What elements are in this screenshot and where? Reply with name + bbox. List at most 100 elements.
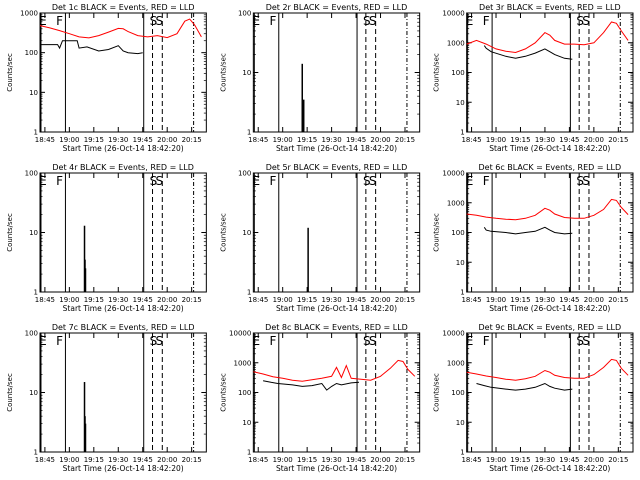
event-marker-label: S bbox=[363, 14, 371, 28]
x-tick-label: 19:30 bbox=[322, 136, 342, 144]
events-series-line bbox=[476, 382, 573, 391]
detector-panel: Det 6c BLACK = Events, RED = LLD 1 10 100 10… bbox=[433, 163, 634, 313]
event-marker-label: E bbox=[252, 174, 260, 188]
event-marker-label: S bbox=[150, 14, 158, 28]
x-tick-label: 19:00 bbox=[59, 136, 79, 144]
panel-title: Det 3r BLACK = Events, RED = LLD bbox=[479, 3, 621, 12]
y-tick-label: 100 bbox=[238, 10, 251, 18]
panel-title: Det 2r BLACK = Events, RED = LLD bbox=[266, 3, 408, 12]
x-tick-label: 18:45 bbox=[248, 456, 268, 464]
x-axis-label: Start Time (26-Oct-14 18:42:20) bbox=[63, 304, 184, 313]
event-marker-label: E bbox=[466, 334, 474, 348]
y-tick-label: 10000 bbox=[442, 10, 464, 18]
panel-title: Det 8c BLACK = Events, RED = LLD bbox=[265, 323, 408, 332]
x-tick-label: 19:00 bbox=[273, 296, 293, 304]
event-marker-label: S bbox=[369, 174, 377, 188]
y-tick-label: 1 bbox=[460, 449, 464, 457]
events-series-line bbox=[40, 40, 143, 55]
x-tick-label: 19:45 bbox=[559, 136, 579, 144]
y-tick-label: 10 bbox=[29, 229, 38, 237]
y-tick-label: 100 bbox=[238, 389, 251, 397]
panel-title: Det 9c BLACK = Events, RED = LLD bbox=[478, 323, 621, 332]
x-tick-label: 19:45 bbox=[346, 136, 366, 144]
y-tick-label: 1 bbox=[247, 289, 251, 297]
y-axis-label: Counts/sec bbox=[219, 53, 227, 92]
event-marker-label: F bbox=[56, 334, 63, 348]
x-tick-label: 18:45 bbox=[461, 456, 481, 464]
x-tick-label: 18:45 bbox=[248, 296, 268, 304]
y-tick-label: 1 bbox=[247, 129, 251, 137]
x-tick-label: 20:15 bbox=[182, 296, 202, 304]
x-axis-label: Start Time (26-Oct-14 18:42:20) bbox=[489, 304, 610, 313]
y-tick-label: 10 bbox=[29, 89, 38, 97]
event-marker-label: F bbox=[483, 174, 490, 188]
y-tick-label: 100 bbox=[25, 330, 38, 338]
x-tick-label: 19:30 bbox=[322, 456, 342, 464]
event-marker-label: S bbox=[369, 14, 377, 28]
event-marker-label: F bbox=[56, 174, 63, 188]
lld-series-line bbox=[466, 21, 629, 54]
x-tick-label: 19:00 bbox=[59, 296, 79, 304]
event-marker-label: S bbox=[150, 174, 158, 188]
y-tick-label: 1 bbox=[34, 449, 38, 457]
x-tick-label: 19:30 bbox=[108, 296, 128, 304]
y-tick-label: 1000 bbox=[234, 359, 252, 367]
x-tick-label: 20:00 bbox=[157, 136, 177, 144]
events-series-line bbox=[262, 380, 360, 391]
panel-title: Det 1c BLACK = Events, RED = LLD bbox=[52, 3, 195, 12]
panel-title: Det 4r BLACK = Events, RED = LLD bbox=[52, 163, 194, 172]
y-tick-label: 10 bbox=[242, 419, 251, 427]
event-marker-label: E bbox=[252, 334, 260, 348]
x-tick-label: 18:45 bbox=[461, 296, 481, 304]
x-tick-label: 19:30 bbox=[108, 136, 128, 144]
event-marker-label: S bbox=[156, 174, 164, 188]
y-tick-label: 10000 bbox=[442, 170, 464, 178]
y-tick-label: 1 bbox=[460, 129, 464, 137]
event-marker-label: E bbox=[252, 14, 260, 28]
event-marker-label: S bbox=[150, 334, 158, 348]
y-tick-label: 10 bbox=[456, 419, 465, 427]
x-tick-label: 19:45 bbox=[346, 456, 366, 464]
y-tick-label: 100 bbox=[451, 389, 464, 397]
detector-panel: Det 8c BLACK = Events, RED = LLD 1 10 100 10… bbox=[219, 323, 421, 473]
event-marker-label: S bbox=[576, 334, 584, 348]
x-tick-label: 18:45 bbox=[35, 296, 55, 304]
y-axis-label: Counts/sec bbox=[6, 53, 14, 92]
panel-title: Det 5r BLACK = Events, RED = LLD bbox=[266, 163, 408, 172]
x-tick-label: 19:00 bbox=[486, 456, 506, 464]
x-tick-label: 20:00 bbox=[157, 456, 177, 464]
event-marker-label: S bbox=[363, 334, 371, 348]
event-marker-label: F bbox=[483, 334, 490, 348]
y-axis-label: Counts/sec bbox=[6, 213, 14, 252]
x-tick-label: 19:45 bbox=[559, 456, 579, 464]
x-tick-label: 20:15 bbox=[182, 136, 202, 144]
y-tick-label: 100 bbox=[451, 69, 464, 77]
event-marker-label: F bbox=[269, 174, 276, 188]
detector-panel: Det 2r BLACK = Events, RED = LLD 1 10 100 18… bbox=[219, 3, 421, 153]
y-tick-label: 10 bbox=[456, 99, 465, 107]
y-tick-label: 1 bbox=[460, 289, 464, 297]
x-tick-label: 19:45 bbox=[559, 296, 579, 304]
x-tick-label: 20:15 bbox=[608, 136, 628, 144]
x-axis-label: Start Time (26-Oct-14 18:42:20) bbox=[276, 304, 397, 313]
lld-series-line bbox=[39, 18, 202, 39]
event-marker-label: S bbox=[156, 14, 164, 28]
event-marker-label: S bbox=[363, 174, 371, 188]
y-tick-label: 10 bbox=[242, 229, 251, 237]
x-axis-label: Start Time (26-Oct-14 18:42:20) bbox=[489, 464, 610, 473]
x-tick-label: 18:45 bbox=[35, 456, 55, 464]
x-tick-label: 20:15 bbox=[395, 296, 415, 304]
y-tick-label: 10 bbox=[456, 259, 465, 267]
x-tick-label: 19:15 bbox=[510, 136, 530, 144]
x-tick-label: 19:15 bbox=[297, 296, 317, 304]
x-tick-label: 20:00 bbox=[370, 456, 390, 464]
y-tick-label: 1 bbox=[34, 129, 38, 137]
event-marker-label: S bbox=[576, 14, 584, 28]
y-tick-label: 100 bbox=[25, 170, 38, 178]
x-tick-label: 19:00 bbox=[486, 136, 506, 144]
x-tick-label: 19:30 bbox=[535, 136, 555, 144]
y-tick-label: 10000 bbox=[442, 330, 464, 338]
x-tick-label: 19:45 bbox=[346, 296, 366, 304]
y-tick-label: 1 bbox=[247, 449, 251, 457]
x-tick-label: 18:45 bbox=[35, 136, 55, 144]
